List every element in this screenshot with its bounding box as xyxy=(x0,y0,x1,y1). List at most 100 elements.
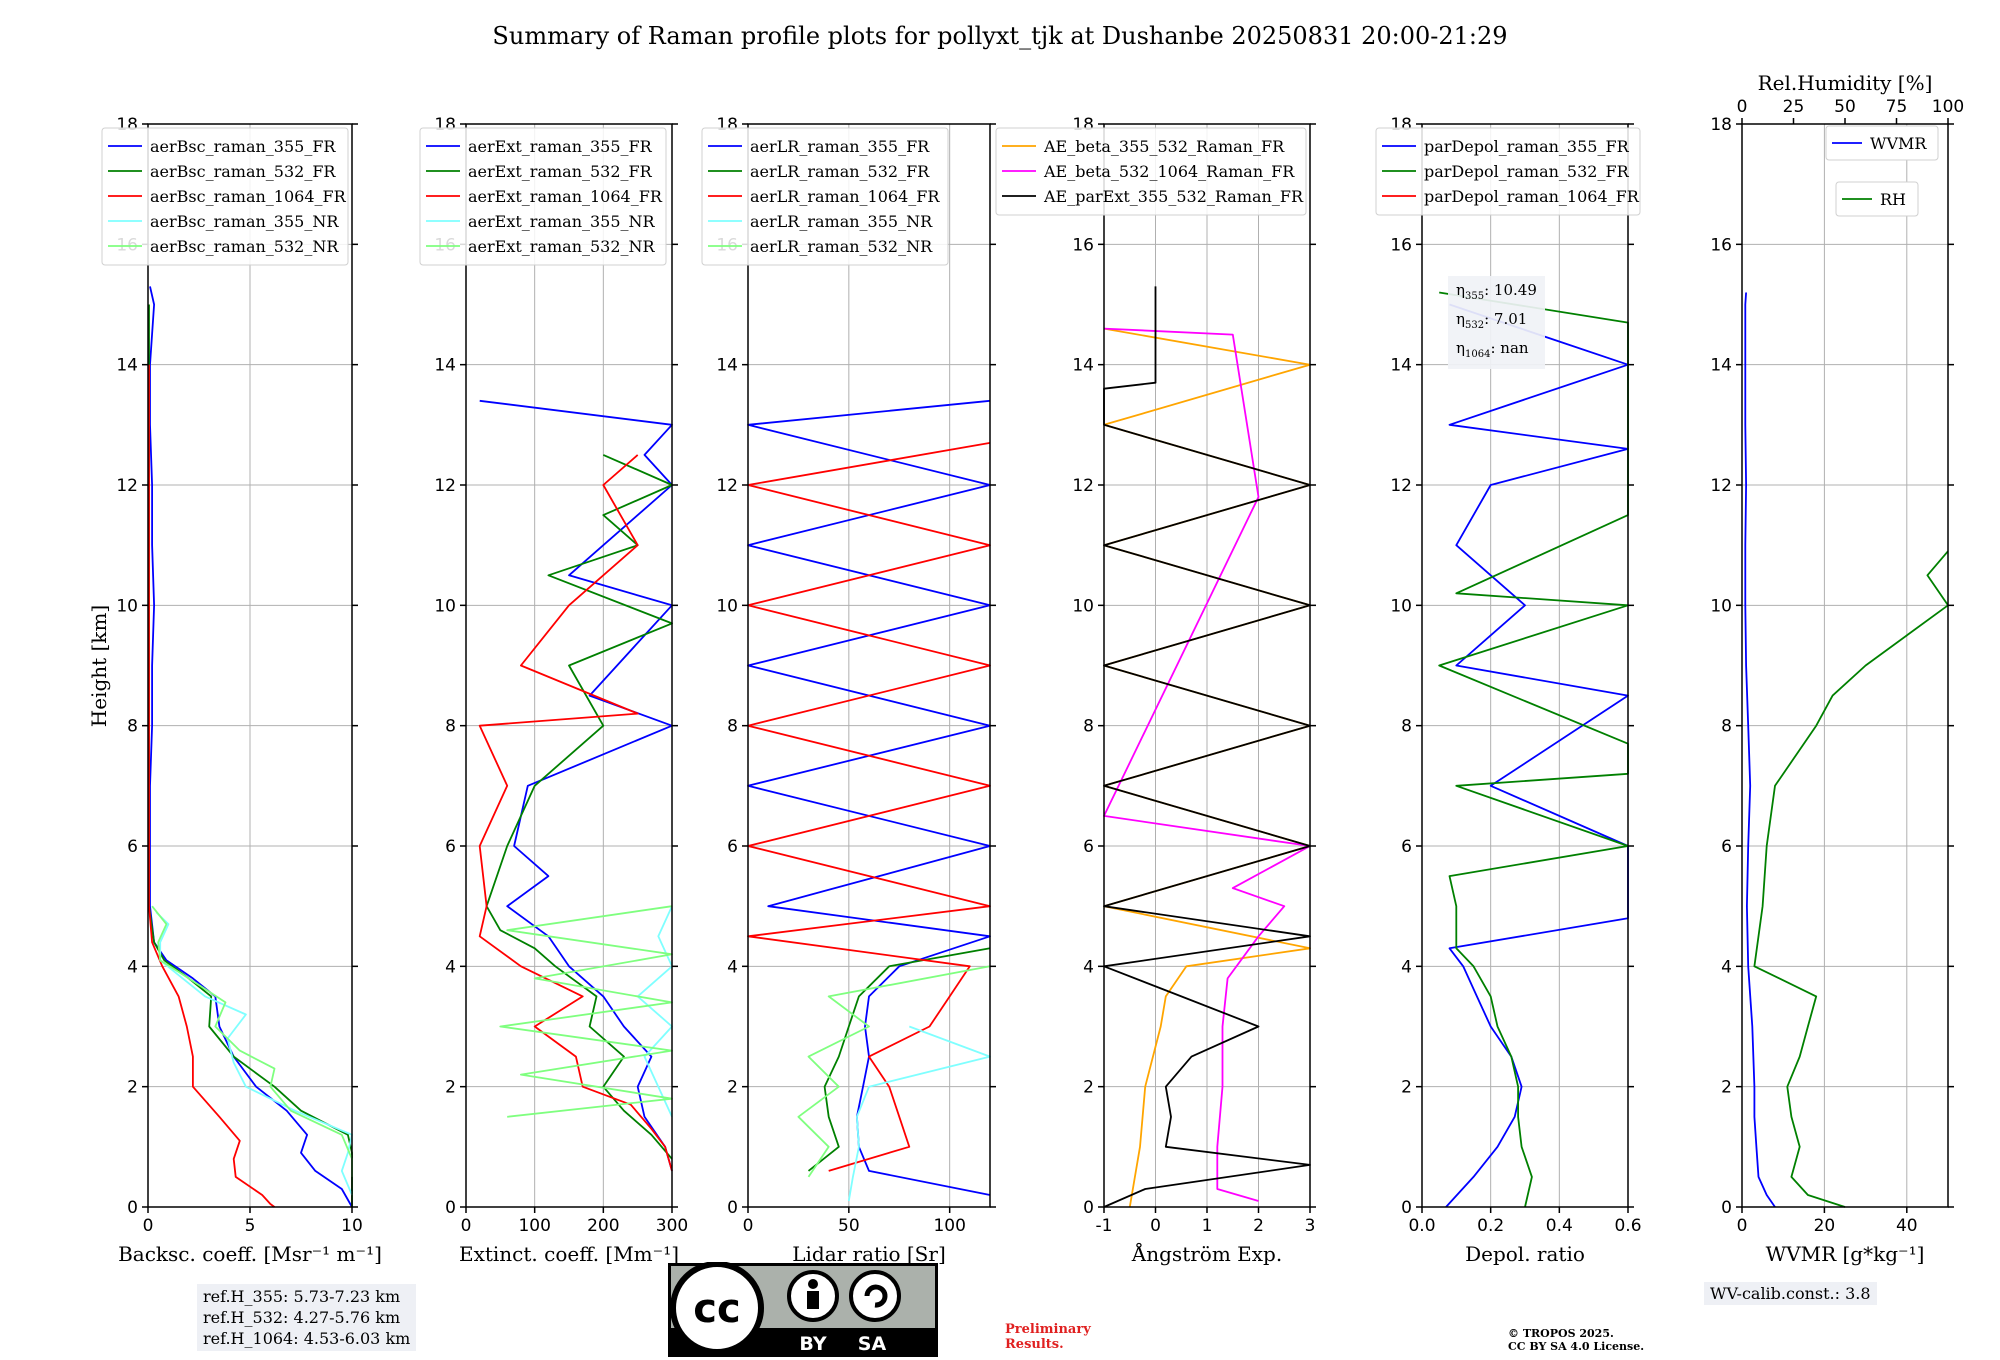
legend-entry: AE_beta_355_532_Raman_FR xyxy=(1043,137,1285,156)
x-tick-label: 50 xyxy=(838,1216,860,1236)
legend-entry: aerLR_raman_532_NR xyxy=(750,237,933,256)
top-x-tick-label: 0 xyxy=(1737,97,1748,117)
y-tick-label: 6 xyxy=(727,837,738,857)
legend-entry: aerBsc_raman_355_FR xyxy=(150,137,336,156)
copyright-line-2: CC BY SA 4.0 License. xyxy=(1508,1340,1645,1353)
y-tick-label: 0 xyxy=(727,1198,738,1218)
legend-entry: aerExt_raman_355_FR xyxy=(468,137,653,156)
y-tick-label: 14 xyxy=(434,356,456,376)
y-tick-label: 0 xyxy=(127,1198,138,1218)
y-tick-label: 12 xyxy=(1072,476,1094,496)
series-aerLR_raman_355_NR xyxy=(847,1025,991,1202)
series-aerLR_raman_1064_FR xyxy=(747,442,991,1172)
x-axis-label: Ångström Exp. xyxy=(1131,1241,1282,1266)
y-tick-label: 10 xyxy=(434,596,456,616)
y-tick-label: 6 xyxy=(127,837,138,857)
legend-entry: aerBsc_raman_532_FR xyxy=(150,162,336,181)
y-tick-label: 4 xyxy=(727,957,738,977)
x-tick-label: 0.0 xyxy=(1408,1216,1435,1236)
eta-532-value: 7.01 xyxy=(1493,310,1528,328)
y-tick-label: 12 xyxy=(434,476,456,496)
series-WVMR xyxy=(1744,292,1776,1208)
legend-entry: aerBsc_raman_1064_FR xyxy=(150,187,347,206)
y-tick-label: 2 xyxy=(1083,1078,1094,1098)
wv-calibration-constant: WV-calib.const.: 3.8 xyxy=(1704,1282,1877,1305)
y-tick-label: 8 xyxy=(1401,717,1412,737)
axes-frame xyxy=(1421,123,1629,1208)
legend-box xyxy=(1825,125,1939,161)
series-parDepol_raman_532_FR xyxy=(1438,291,1629,1208)
x-tick-label: 0.2 xyxy=(1477,1216,1504,1236)
y-tick-label: 14 xyxy=(1072,356,1094,376)
y-tick-label: 2 xyxy=(127,1078,138,1098)
panel-3: 024681012141618050100Lidar ratio [Sr]aer… xyxy=(701,115,996,1266)
y-tick-label: 12 xyxy=(716,476,738,496)
series-aerLR_raman_532_NR xyxy=(797,965,991,1178)
y-tick-label: 8 xyxy=(127,717,138,737)
x-tick-label: 2 xyxy=(1253,1216,1264,1236)
legend-entry: aerExt_raman_532_FR xyxy=(468,162,653,181)
y-tick-label: 8 xyxy=(727,717,738,737)
x-tick-label: 0.4 xyxy=(1546,1216,1573,1236)
y-tick-label: 6 xyxy=(1401,837,1412,857)
legend-entry: AE_beta_532_1064_Raman_FR xyxy=(1043,162,1295,181)
y-tick-label: 2 xyxy=(445,1078,456,1098)
legend-entry: RH xyxy=(1880,190,1906,209)
top-axis-label: Rel.Humidity [%] xyxy=(1758,71,1933,95)
eta-355: η355: 10.49 xyxy=(1456,281,1537,302)
x-tick-label: 0 xyxy=(461,1216,472,1236)
legend-entry: aerLR_raman_355_NR xyxy=(750,212,933,231)
eta-annotation: η355: 10.49 η532: 7.01 η1064: nan xyxy=(1448,276,1545,369)
legend-box xyxy=(995,127,1307,216)
legend-box xyxy=(1835,181,1919,217)
x-axis-label: Extinct. coeff. [Mm⁻¹] xyxy=(459,1242,679,1266)
x-tick-label: -1 xyxy=(1096,1216,1113,1236)
legend-entry: aerLR_raman_532_FR xyxy=(750,162,930,181)
y-tick-label: 4 xyxy=(445,957,456,977)
series-aerExt_raman_532_NR xyxy=(499,905,673,1118)
series-aerBsc_raman_532_NR xyxy=(151,905,353,1177)
top-x-tick-label: 50 xyxy=(1834,97,1856,117)
series-aerExt_raman_355_NR xyxy=(636,905,673,1118)
y-tick-label: 4 xyxy=(1721,957,1732,977)
y-tick-label: 0 xyxy=(445,1198,456,1218)
ref-height-532: ref.H_532: 4.27-5.76 km xyxy=(203,1308,401,1327)
y-tick-label: 8 xyxy=(1083,717,1094,737)
y-tick-label: 12 xyxy=(116,476,138,496)
series-RH xyxy=(1753,550,1949,1208)
legend-entry: aerBsc_raman_532_NR xyxy=(150,237,339,256)
by-label: BY xyxy=(799,1333,826,1355)
x-tick-label: 3 xyxy=(1305,1216,1316,1236)
y-tick-label: 12 xyxy=(1390,476,1412,496)
y-tick-label: 16 xyxy=(1390,235,1412,255)
x-tick-label: 0 xyxy=(1150,1216,1161,1236)
legend-entry: aerLR_raman_1064_FR xyxy=(750,187,940,206)
eta-1064: η1064: nan xyxy=(1456,339,1529,360)
y-tick-label: 14 xyxy=(1710,356,1732,376)
y-tick-label: 0 xyxy=(1401,1198,1412,1218)
y-tick-label: 18 xyxy=(1710,115,1732,135)
x-axis-label: Backsc. coeff. [Msr⁻¹ m⁻¹] xyxy=(118,1242,382,1266)
y-tick-label: 2 xyxy=(727,1078,738,1098)
series-aerBsc_raman_1064_FR xyxy=(148,364,276,1208)
top-x-tick-label: 25 xyxy=(1783,97,1805,117)
y-tick-label: 10 xyxy=(1710,596,1732,616)
x-axis-label: Lidar ratio [Sr] xyxy=(792,1242,946,1266)
y-tick-label: 4 xyxy=(1083,957,1094,977)
copyright-note: © TROPOS 2025. CC BY SA 4.0 License. xyxy=(1508,1327,1644,1353)
x-tick-label: 0 xyxy=(143,1216,154,1236)
y-tick-label: 10 xyxy=(116,596,138,616)
legend-box xyxy=(101,127,349,266)
series-aerExt_raman_532_FR xyxy=(485,454,673,1160)
y-tick-label: 8 xyxy=(1721,717,1732,737)
cc-icon xyxy=(670,1262,764,1355)
y-tick-label: 6 xyxy=(445,837,456,857)
preliminary-note: Preliminary Results. xyxy=(1005,1322,1091,1352)
panel-2: 0246810121416180100200300Extinct. coeff.… xyxy=(419,115,688,1266)
y-axis-label: Height [km] xyxy=(87,605,111,727)
sa-share-icon xyxy=(849,1270,901,1322)
y-tick-label: 6 xyxy=(1721,837,1732,857)
